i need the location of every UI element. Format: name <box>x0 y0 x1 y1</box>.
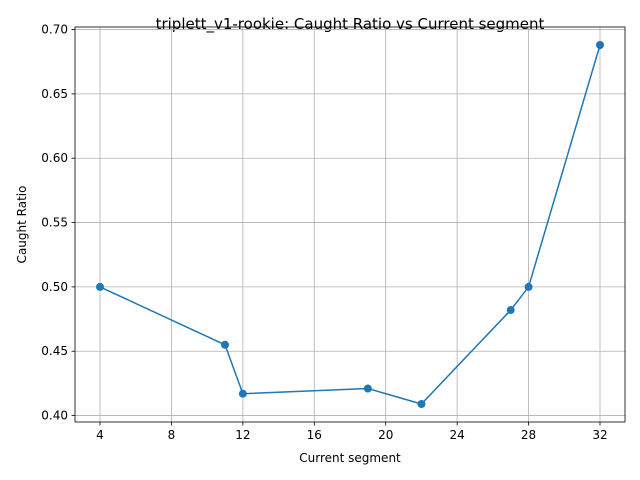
data-point <box>363 384 372 393</box>
x-tick-label: 24 <box>450 428 465 442</box>
y-tick-label: 0.55 <box>41 216 68 230</box>
y-tick-label: 0.45 <box>41 344 68 358</box>
data-point <box>221 340 229 349</box>
series-group <box>96 41 604 408</box>
plot-frame <box>74 26 626 423</box>
y-tick-label: 0.65 <box>41 87 68 101</box>
y-axis-label: Caught Ratio <box>15 186 29 264</box>
y-tick-label: 0.60 <box>41 151 68 165</box>
data-point <box>96 282 104 291</box>
x-axis: 4 8 12 16 20 24 28 32 <box>96 422 608 442</box>
y-axis: 0.40 0.45 0.50 0.55 0.60 0.65 0.70 <box>41 23 75 423</box>
x-axis-label: Current segment <box>299 451 401 465</box>
data-point <box>238 389 247 398</box>
y-tick-label: 0.50 <box>41 280 68 294</box>
data-point <box>524 282 533 291</box>
x-tick-label: 12 <box>235 428 250 442</box>
x-tick-label: 8 <box>168 428 176 442</box>
y-tick-label: 0.40 <box>41 409 68 423</box>
x-tick-label: 28 <box>521 428 536 442</box>
data-point <box>506 306 515 315</box>
x-tick-label: 4 <box>96 428 104 442</box>
series-line <box>99 44 601 405</box>
data-point <box>417 399 426 408</box>
x-tick-label: 16 <box>307 428 322 442</box>
grid <box>75 27 625 422</box>
chart-title: triplett_v1-rookie: Caught Ratio vs Curr… <box>156 15 545 34</box>
x-tick-label: 20 <box>378 428 393 442</box>
y-tick-label: 0.70 <box>41 23 68 37</box>
x-tick-label: 32 <box>592 428 607 442</box>
data-point <box>596 41 604 50</box>
